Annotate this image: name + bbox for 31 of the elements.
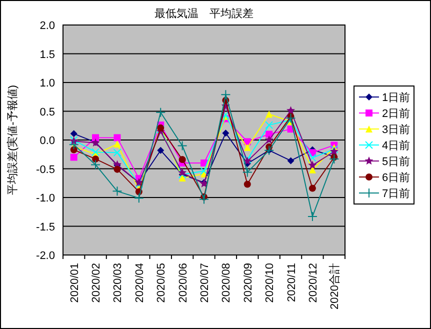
x-tick-label: 2020/06 (177, 263, 190, 303)
y-tick-label: 0.0 (40, 135, 55, 147)
chart-title: 最低気温 平均誤差 (154, 7, 254, 20)
x-tick-label: 2020/12 (307, 263, 320, 303)
legend-label: 3日前 (382, 124, 410, 136)
legend-label: 1日前 (382, 92, 410, 104)
y-tick-label: -2.0 (36, 250, 55, 262)
legend-label: 4日前 (382, 140, 410, 152)
y-tick-label: -1.5 (36, 221, 55, 234)
y-tick-label: 2.0 (40, 20, 55, 32)
y-tick-label: -1.0 (36, 192, 55, 204)
x-tick-label: 2020/10 (264, 263, 276, 303)
y-tick-label: 0.5 (40, 106, 55, 118)
y-tick-label: -0.5 (36, 164, 55, 176)
x-tick-label: 2020/07 (199, 263, 211, 303)
legend-label: 5日前 (382, 156, 410, 168)
x-tick-label: 2020/02 (90, 263, 103, 303)
x-tick-label: 2020/01 (68, 263, 81, 303)
legend-label: 6日前 (382, 172, 410, 184)
legend-label: 7日前 (382, 188, 410, 200)
x-tick-label: 2020合計 (328, 263, 342, 310)
x-tick-label: 2020/04 (134, 263, 146, 303)
y-tick-label: 1.0 (40, 78, 55, 90)
legend-label: 2日前 (382, 108, 410, 120)
x-tick-label: 2020/05 (156, 263, 168, 303)
y-axis-title: 平均誤差(実値-予報値) (6, 85, 19, 195)
y-tick-label: 1.5 (40, 48, 55, 61)
x-tick-label: 2020/03 (112, 263, 124, 303)
x-tick-label: 2020/08 (220, 263, 233, 303)
x-tick-label: 2020/11 (286, 263, 298, 302)
x-tick-label: 2020/09 (242, 263, 254, 303)
